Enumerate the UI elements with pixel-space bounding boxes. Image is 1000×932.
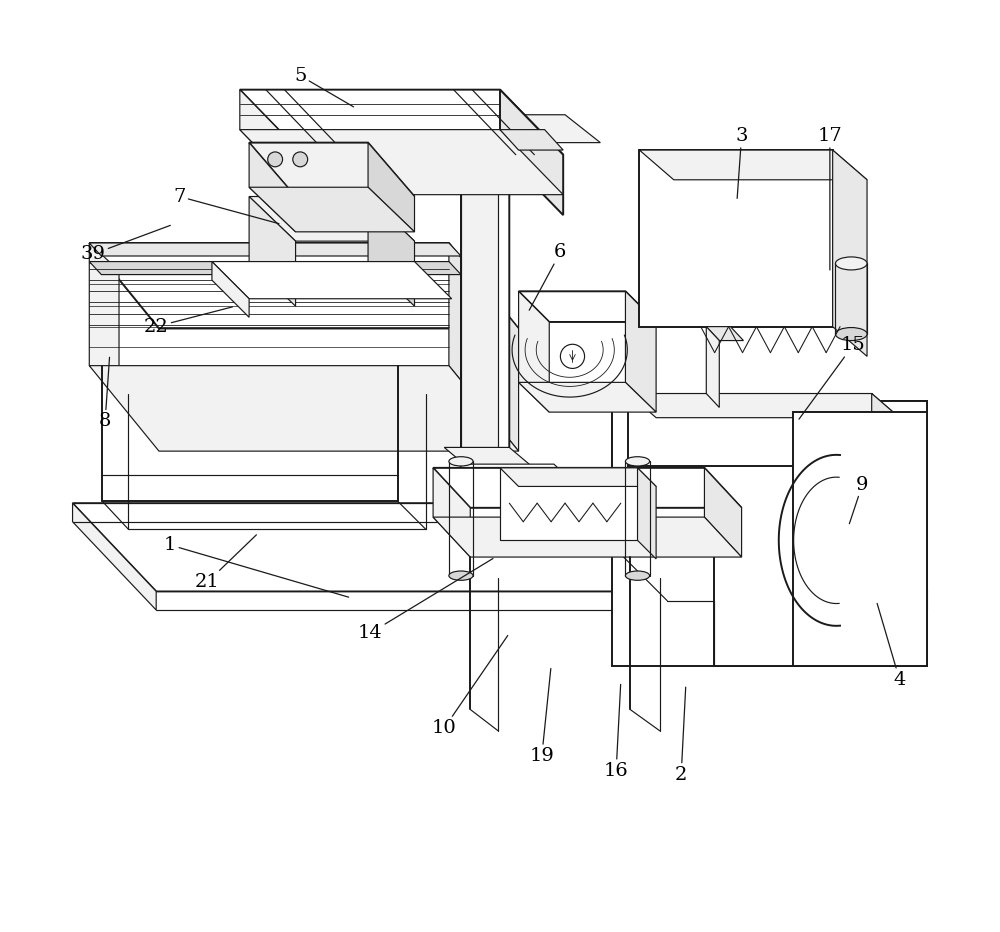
- Ellipse shape: [835, 327, 867, 340]
- Text: 3: 3: [735, 127, 748, 199]
- Polygon shape: [89, 243, 119, 393]
- Ellipse shape: [625, 457, 650, 466]
- Polygon shape: [628, 393, 900, 418]
- Polygon shape: [89, 243, 461, 256]
- Polygon shape: [368, 143, 415, 232]
- Text: 9: 9: [849, 475, 869, 524]
- Polygon shape: [444, 447, 545, 477]
- Text: 7: 7: [173, 187, 279, 224]
- Polygon shape: [449, 243, 519, 451]
- Polygon shape: [249, 197, 415, 241]
- Polygon shape: [444, 115, 600, 143]
- Polygon shape: [461, 122, 509, 511]
- Polygon shape: [612, 401, 927, 665]
- Polygon shape: [240, 89, 563, 155]
- Ellipse shape: [625, 571, 650, 581]
- Polygon shape: [73, 503, 156, 610]
- Circle shape: [560, 344, 585, 368]
- Polygon shape: [433, 468, 742, 508]
- Polygon shape: [249, 197, 296, 307]
- Ellipse shape: [835, 257, 867, 270]
- Polygon shape: [833, 150, 867, 356]
- Polygon shape: [500, 468, 638, 541]
- Polygon shape: [628, 393, 872, 466]
- Polygon shape: [639, 150, 833, 326]
- Text: 8: 8: [99, 357, 111, 431]
- Polygon shape: [433, 468, 470, 557]
- Polygon shape: [872, 393, 900, 490]
- Polygon shape: [89, 243, 519, 328]
- Polygon shape: [461, 122, 498, 464]
- Polygon shape: [500, 89, 563, 215]
- Polygon shape: [249, 143, 296, 232]
- Polygon shape: [704, 468, 742, 557]
- Polygon shape: [73, 503, 927, 592]
- Text: 1: 1: [164, 536, 349, 597]
- Ellipse shape: [449, 457, 473, 466]
- Text: 14: 14: [358, 558, 493, 642]
- Polygon shape: [212, 262, 249, 317]
- Polygon shape: [500, 130, 563, 150]
- Polygon shape: [500, 468, 656, 487]
- Text: 5: 5: [294, 67, 354, 107]
- Polygon shape: [249, 187, 415, 232]
- Polygon shape: [639, 150, 867, 180]
- Polygon shape: [612, 401, 927, 665]
- Polygon shape: [89, 262, 461, 275]
- Polygon shape: [249, 143, 415, 197]
- Circle shape: [293, 152, 308, 167]
- Polygon shape: [240, 130, 563, 195]
- Polygon shape: [519, 292, 656, 322]
- Ellipse shape: [449, 571, 473, 581]
- Text: 16: 16: [604, 684, 629, 780]
- Text: 4: 4: [877, 603, 906, 689]
- Polygon shape: [706, 326, 743, 340]
- Polygon shape: [625, 292, 656, 412]
- Polygon shape: [433, 517, 742, 557]
- Text: 10: 10: [432, 636, 508, 737]
- Text: 21: 21: [195, 535, 256, 591]
- Polygon shape: [458, 464, 584, 492]
- Polygon shape: [793, 412, 927, 665]
- Text: 39: 39: [81, 226, 170, 263]
- Polygon shape: [368, 197, 415, 307]
- Polygon shape: [844, 503, 927, 610]
- Text: 6: 6: [529, 243, 567, 310]
- Circle shape: [268, 152, 283, 167]
- Polygon shape: [519, 382, 656, 412]
- Text: 19: 19: [529, 668, 554, 765]
- Polygon shape: [89, 365, 519, 451]
- Polygon shape: [212, 262, 452, 299]
- Polygon shape: [240, 89, 303, 195]
- Text: 15: 15: [799, 336, 865, 419]
- Polygon shape: [638, 468, 656, 559]
- Text: 2: 2: [675, 687, 687, 784]
- Polygon shape: [519, 292, 549, 412]
- Text: 17: 17: [817, 127, 842, 270]
- Text: 22: 22: [144, 307, 232, 336]
- Polygon shape: [706, 326, 719, 407]
